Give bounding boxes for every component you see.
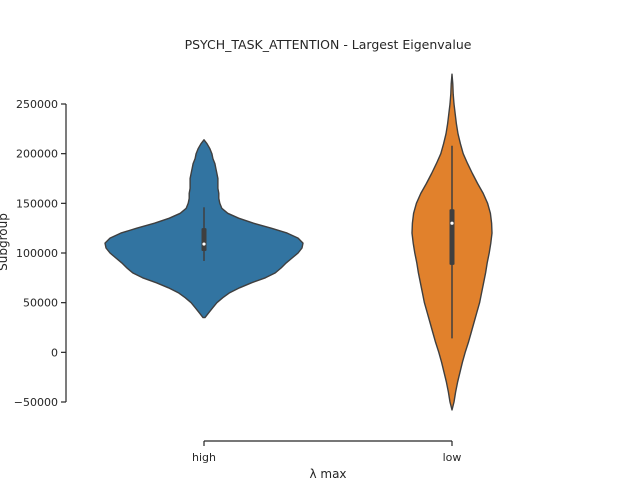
y-tick-label: 100000 xyxy=(16,247,58,260)
y-tick-label: −50000 xyxy=(14,396,58,409)
iqr-box-low xyxy=(449,209,455,265)
x-tick-label: low xyxy=(443,451,462,464)
y-tick-label: 0 xyxy=(51,346,58,359)
y-tick-label: 200000 xyxy=(16,148,58,161)
iqr-box-high xyxy=(201,228,207,252)
violins xyxy=(104,73,493,411)
x-tick-label: high xyxy=(192,451,216,464)
y-axis-label: Subgroup xyxy=(0,213,10,271)
y-axis: −50000 0 50000 100000 150000 200000 250000 xyxy=(14,98,67,409)
x-axis-label: λ max xyxy=(309,467,346,480)
y-tick-label: 250000 xyxy=(16,98,58,111)
median-dot-low xyxy=(450,221,454,225)
y-tick-label: 50000 xyxy=(23,297,58,310)
median-dot-high xyxy=(202,242,206,246)
y-tick-label: 150000 xyxy=(16,197,58,210)
x-axis: high low xyxy=(192,440,462,464)
chart-title: PSYCH_TASK_ATTENTION - Largest Eigenvalu… xyxy=(185,37,472,52)
